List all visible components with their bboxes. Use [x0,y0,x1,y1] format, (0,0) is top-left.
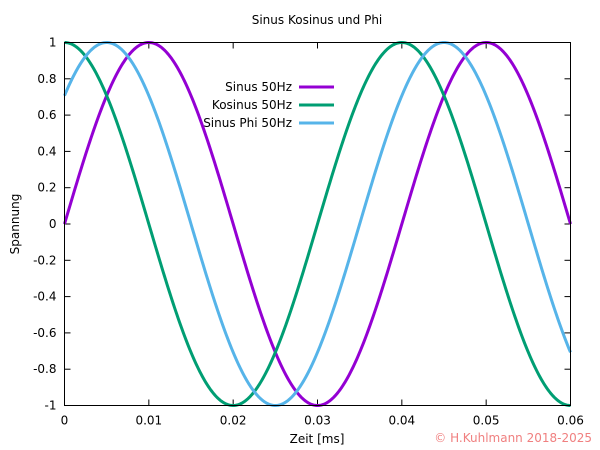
x-tick-label: 0 [61,414,69,428]
y-tick-label: 0.6 [37,108,56,122]
y-tick-label: -0.6 [33,326,56,340]
legend-label: Sinus 50Hz [225,80,292,94]
axis-ticks: 1 0.8 0.6 0.4 0.2 0 -0.2 -0.4 -0.6 -0.8 -1 0 0.01 0.0… [33,36,584,428]
x-axis-label: Zeit [ms] [290,432,345,446]
y-tick-label: 0.4 [37,144,56,158]
y-axis-label: Spannung [8,194,22,255]
y-tick-label: 0.2 [37,181,56,195]
copyright-notice: © H.Kuhlmann 2018-2025 [434,431,592,445]
legend-label: Kosinus 50Hz [212,98,292,112]
series-line-sinus-phi-50hz [63,41,572,407]
y-tick-label: -0.8 [33,362,56,376]
y-tick-label: 0 [49,217,57,231]
y-tick-label: -1 [45,399,57,413]
x-tick-label: 0.01 [135,414,162,428]
x-tick-label: 0.04 [388,414,415,428]
y-tick-label: 0.8 [37,72,56,86]
x-tick-label: 0.05 [473,414,500,428]
plot-series [63,41,572,407]
x-tick-label: 0.02 [220,414,247,428]
y-tick-label: 1 [49,36,57,50]
plot-frame [64,42,571,406]
series-line-kosinus-50hz [64,41,571,407]
legend-label: Sinus Phi 50Hz [203,116,292,130]
y-tick-label: -0.2 [33,253,56,267]
x-tick-label: 0.03 [304,414,331,428]
y-tick-label: -0.4 [33,290,56,304]
legend: Sinus 50Hz Kosinus 50Hz Sinus Phi 50Hz [203,80,334,130]
chart-title: Sinus Kosinus und Phi [252,13,383,27]
x-tick-label: 0.06 [557,414,584,428]
